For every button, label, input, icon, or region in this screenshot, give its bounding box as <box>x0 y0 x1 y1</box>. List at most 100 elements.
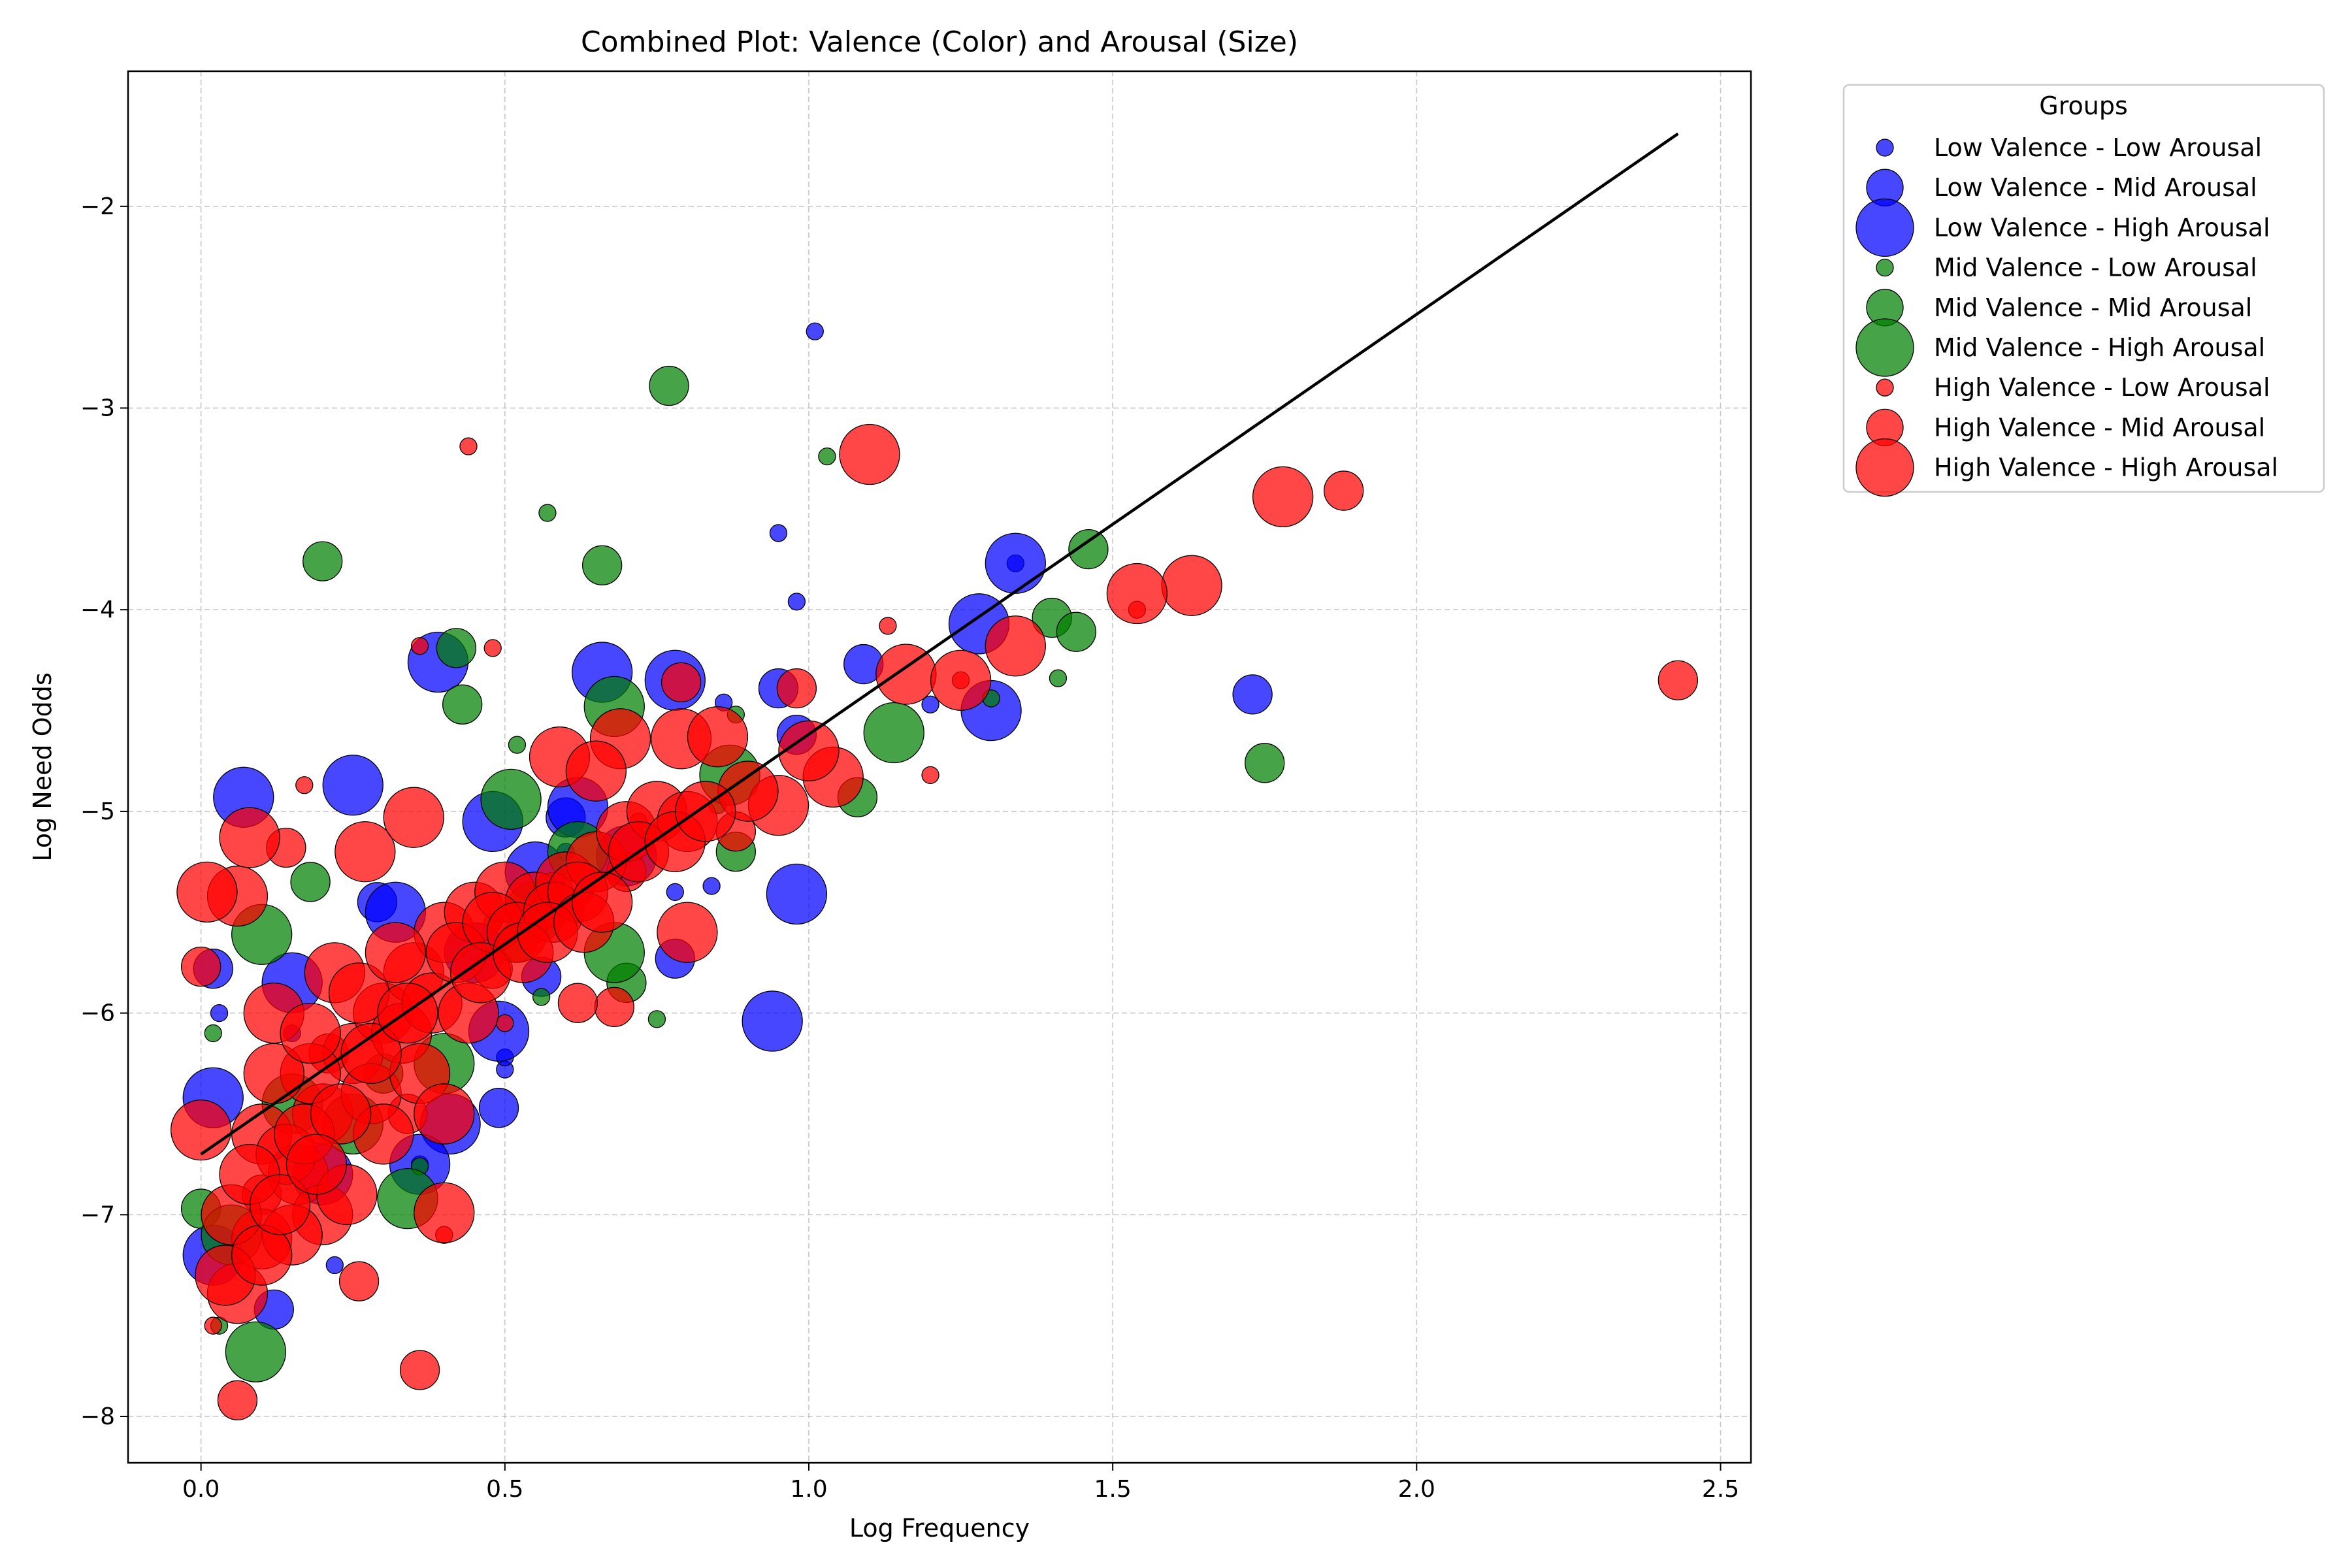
chart-title: Combined Plot: Valence (Color) and Arous… <box>581 25 1298 59</box>
legend-label: Mid Valence - Mid Arousal <box>1934 293 2252 322</box>
x-tick-label: 2.5 <box>1702 1476 1739 1503</box>
scatter-point <box>594 987 634 1027</box>
scatter-point <box>687 706 749 768</box>
scatter-point <box>538 504 557 522</box>
scatter-point <box>766 863 828 925</box>
x-tick-label: 0.5 <box>486 1476 523 1503</box>
scatter-point <box>930 649 992 711</box>
legend-box <box>1842 84 2325 493</box>
legend-entries: Low Valence - Low Arousal Low Valence - M… <box>1855 133 2278 497</box>
scatter-point <box>532 988 551 1006</box>
scatter-point <box>666 883 684 902</box>
scatter-point <box>839 423 900 485</box>
x-axis-ticks: 0.0 0.5 1.0 1.5 2.0 2.5 <box>182 1463 1739 1503</box>
legend-label: High Valence - Mid Arousal <box>1934 413 2265 442</box>
scatter-point <box>335 821 396 883</box>
y-tick-label: −7 <box>80 1201 115 1228</box>
legend-label: Mid Valence - Low Arousal <box>1934 253 2257 282</box>
scatter-point <box>414 1182 475 1243</box>
scatter-point <box>204 1316 222 1335</box>
y-tick-label: −8 <box>80 1403 115 1430</box>
scatter-point <box>365 922 426 983</box>
scatter-point <box>1324 470 1364 511</box>
scatter-point <box>572 872 633 933</box>
scatter-point <box>204 1024 222 1043</box>
scatter-point <box>410 637 429 655</box>
scatter-point <box>985 532 1046 594</box>
scatter-point <box>657 902 718 963</box>
scatter-point <box>295 776 314 794</box>
scatter-point <box>661 662 702 702</box>
legend-marker <box>1876 139 1894 157</box>
scatter-point <box>1068 529 1109 570</box>
scatter-point <box>483 639 502 657</box>
scatter-point <box>414 1083 475 1145</box>
scatter-point <box>219 807 280 868</box>
scatter-point <box>1658 660 1699 700</box>
y-tick-label: −6 <box>80 1000 115 1027</box>
legend-label: High Valence - High Arousal <box>1934 453 2278 482</box>
scatter-point <box>1049 669 1068 687</box>
scatter-point <box>565 740 627 802</box>
scatter-point <box>1245 743 1285 783</box>
scatter-point <box>879 617 897 635</box>
scatter-point <box>787 593 806 611</box>
scatter-point <box>863 702 924 764</box>
scatter-point <box>210 1004 229 1022</box>
y-tick-label: −4 <box>80 596 115 623</box>
legend-label: Low Valence - High Arousal <box>1934 213 2270 242</box>
y-tick-label: −3 <box>80 395 115 422</box>
scatter-point <box>286 1134 348 1195</box>
scatter-point <box>442 684 483 725</box>
scatter-point <box>478 1088 519 1128</box>
scatter-point <box>399 1350 440 1390</box>
scatter-point <box>338 1261 380 1301</box>
scatter-point <box>921 766 939 784</box>
scatter-point <box>649 365 689 406</box>
scatter-point <box>170 1100 232 1161</box>
y-tick-label: −2 <box>80 193 115 220</box>
scatter-point <box>508 736 527 754</box>
scatter-point <box>582 545 623 585</box>
scatter-point <box>769 524 788 542</box>
scatter-point <box>325 1256 344 1275</box>
legend-marker <box>1876 258 1894 277</box>
scatter-point <box>1056 612 1096 652</box>
scatter-point <box>180 946 221 987</box>
scatter-point <box>322 755 384 816</box>
scatter-point <box>217 1380 258 1420</box>
scatter-point <box>176 861 238 923</box>
grid-layer <box>128 71 1751 1463</box>
scatter-point <box>249 1174 311 1235</box>
scatter-point <box>647 1010 666 1028</box>
scatter-point <box>1106 563 1168 625</box>
scatter-point <box>225 1321 287 1382</box>
x-tick-label: 1.0 <box>790 1476 827 1503</box>
legend-label: High Valence - Low Arousal <box>1934 373 2270 402</box>
legend-label: Low Valence - Mid Arousal <box>1934 173 2257 202</box>
legend-marker <box>1855 438 1914 497</box>
legend-label: Mid Valence - High Arousal <box>1934 333 2265 362</box>
scatter-point <box>302 541 343 581</box>
legend-title: Groups <box>2039 91 2128 120</box>
y-axis-ticks: −2 −3 −4 −5 −6 −7 −8 <box>80 193 128 1430</box>
points-layer <box>170 322 1699 1420</box>
scatter-point <box>806 322 824 340</box>
scatter-point <box>480 768 542 830</box>
legend-label: Low Valence - Low Arousal <box>1934 133 2262 162</box>
scatter-point <box>985 615 1046 677</box>
scatter-point <box>290 862 331 902</box>
scatter-point <box>340 1022 402 1084</box>
x-tick-label: 0.0 <box>182 1476 220 1503</box>
scatter-point <box>459 437 478 455</box>
plot-frame <box>127 70 1752 1464</box>
x-axis-label: Log Frequency <box>849 1514 1030 1543</box>
y-tick-label: −5 <box>80 798 115 825</box>
scatter-point <box>818 447 836 466</box>
scatter-point <box>310 1083 372 1145</box>
trend-line <box>200 132 1679 1156</box>
legend-marker <box>1855 318 1914 377</box>
